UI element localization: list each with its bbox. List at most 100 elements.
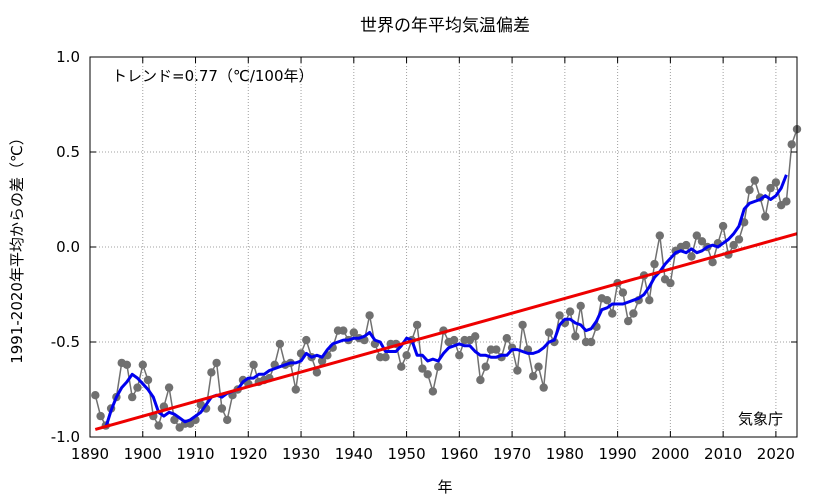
annual-anomaly-point — [571, 332, 580, 341]
y-tick-label: -0.5 — [51, 333, 80, 351]
annual-anomaly-point — [418, 364, 427, 373]
annual-anomaly-point — [718, 221, 728, 231]
annual-anomaly-point — [455, 351, 464, 360]
x-tick-label: 1980 — [546, 445, 584, 463]
annual-anomaly-point — [565, 307, 575, 316]
annual-anomaly-point — [412, 320, 422, 330]
chart-title: 世界の年平均気温偏差 — [360, 16, 530, 36]
annual-anomaly-point — [164, 383, 174, 392]
annual-anomaly-point — [133, 383, 142, 392]
annual-anomaly-point — [618, 288, 628, 297]
annual-anomaly-point — [576, 301, 585, 311]
annual-anomaly-point — [223, 415, 232, 425]
annual-anomaly-point — [302, 335, 311, 345]
x-tick-label: 1910 — [176, 445, 214, 463]
x-tick-label: 1960 — [440, 445, 478, 463]
annual-anomaly-point — [476, 375, 485, 385]
annual-anomaly-point — [502, 334, 511, 343]
annual-anomaly-point — [555, 311, 564, 320]
annual-anomaly-point — [154, 421, 163, 430]
annual-anomaly-point — [734, 235, 744, 244]
annual-anomaly-point — [624, 316, 633, 326]
annual-anomaly-point — [655, 231, 664, 240]
annual-anomaly-point — [291, 385, 300, 394]
annual-anomaly-point — [666, 278, 675, 288]
annual-anomaly-point — [434, 362, 443, 371]
annual-anomaly-point — [529, 372, 538, 381]
annual-anomaly-point — [91, 391, 100, 400]
annual-anomaly-point — [312, 368, 322, 377]
annual-anomaly-point — [518, 320, 527, 330]
y-tick-label: 1.0 — [56, 48, 80, 66]
annual-anomaly-point — [402, 351, 411, 360]
x-tick-label: 2010 — [704, 445, 742, 463]
annual-anomaly-point — [782, 197, 791, 206]
annual-anomaly-point — [645, 296, 654, 305]
annual-anomaly-point — [128, 392, 137, 402]
annual-anomaly-point — [761, 212, 770, 221]
series-layer — [91, 125, 802, 432]
x-tick-label: 1900 — [124, 445, 162, 463]
annual-anomaly-point — [492, 345, 501, 354]
x-tick-label: 1940 — [335, 445, 373, 463]
y-tick-label: 0.0 — [56, 238, 80, 256]
x-tick-label: 1890 — [71, 445, 109, 463]
annual-anomaly-point — [544, 328, 554, 337]
annual-anomaly-point — [745, 185, 754, 195]
annual-anomaly-point — [587, 337, 596, 347]
y-tick-label: -1.0 — [51, 428, 80, 446]
x-tick-label: 2020 — [757, 445, 795, 463]
annual-anomaly-point — [481, 362, 490, 371]
annual-anomaly-point — [212, 358, 221, 368]
x-tick-label: 1970 — [493, 445, 531, 463]
grid — [90, 57, 797, 437]
annual-anomaly-point — [729, 240, 738, 250]
annual-anomaly-point — [513, 366, 522, 375]
annual-anomaly-point — [170, 415, 179, 425]
ticks: 1890 1900 1910 1920 1930 1940 1950 1960 1970 1980… — [51, 48, 797, 463]
trend-line — [94, 232, 798, 431]
x-tick-label: 1950 — [387, 445, 425, 463]
x-tick-label: 2000 — [651, 445, 689, 463]
annual-anomaly-point — [275, 339, 285, 349]
annual-anomaly-point — [397, 362, 406, 371]
annual-anomaly-point — [692, 231, 701, 240]
x-axis-label: 年 — [437, 478, 452, 496]
x-tick-label: 1930 — [282, 445, 320, 463]
annual-anomaly-point — [207, 368, 216, 377]
annual-anomaly-point — [697, 237, 707, 246]
annual-anomaly-point — [317, 356, 327, 366]
annual-anomaly-point — [122, 360, 132, 369]
annual-anomaly-point — [471, 332, 480, 341]
annual-anomaly-point — [787, 140, 796, 149]
annual-anomaly-point — [682, 240, 691, 250]
annual-anomaly-point — [449, 335, 459, 345]
y-tick-label: 0.5 — [56, 143, 80, 161]
annual-anomaly-point — [339, 326, 348, 335]
x-tick-label: 1990 — [599, 445, 637, 463]
annual-anomaly-point — [349, 328, 358, 337]
annual-anomaly-point — [381, 353, 390, 362]
annual-anomaly-point — [249, 360, 258, 369]
annual-anomaly-point — [766, 183, 775, 193]
annual-anomaly-point — [687, 252, 696, 261]
annual-anomaly-point — [534, 362, 543, 371]
annual-anomaly-point — [365, 311, 374, 320]
annual-anomaly-point — [629, 309, 638, 318]
trend-annotation: トレンド=0.77（℃/100年） — [112, 67, 314, 85]
annual-anomaly-point — [608, 309, 617, 318]
annual-anomaly-point — [423, 370, 432, 379]
annual-anomaly-point — [428, 387, 438, 396]
annual-anomaly-point — [750, 176, 759, 185]
annual-anomaly-point — [96, 411, 105, 421]
x-tick-label: 1920 — [229, 445, 267, 463]
annual-anomaly-point — [143, 375, 153, 385]
annual-anomaly-point — [708, 258, 717, 267]
annual-anomaly-point — [771, 178, 781, 187]
annual-anomaly-point — [602, 296, 612, 305]
y-axis-label: 1991-2020年平均からの差（℃） — [8, 130, 26, 364]
source-label: 気象庁 — [738, 410, 783, 428]
annual-anomaly-point — [650, 259, 659, 269]
annual-anomaly-point — [539, 383, 548, 392]
